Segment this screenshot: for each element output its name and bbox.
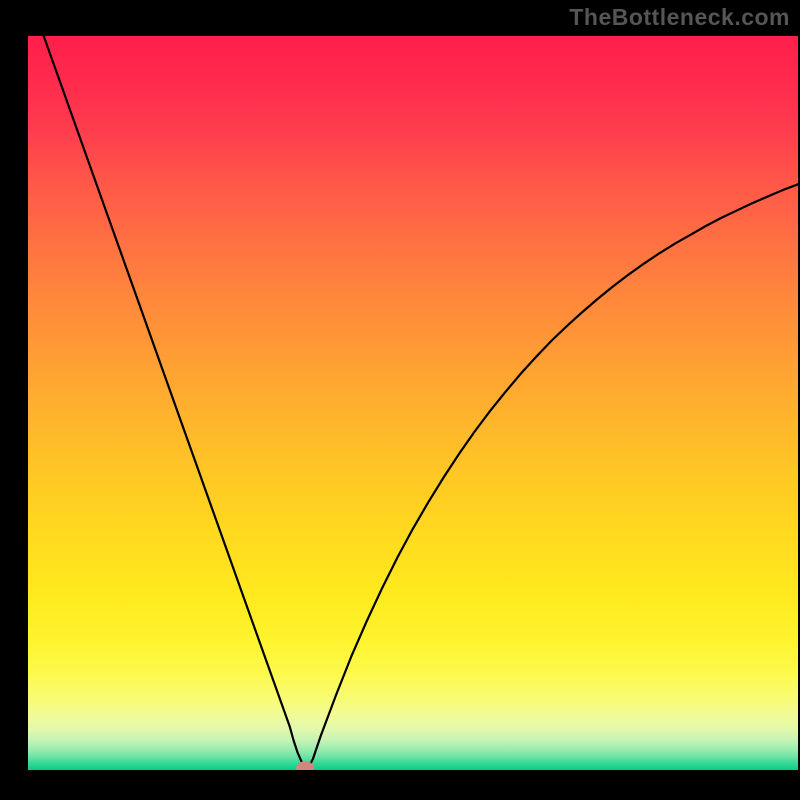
gradient-background — [28, 36, 798, 770]
plot-area — [28, 36, 798, 770]
chart-container: TheBottleneck.com — [0, 0, 800, 800]
watermark-text: TheBottleneck.com — [569, 4, 790, 31]
